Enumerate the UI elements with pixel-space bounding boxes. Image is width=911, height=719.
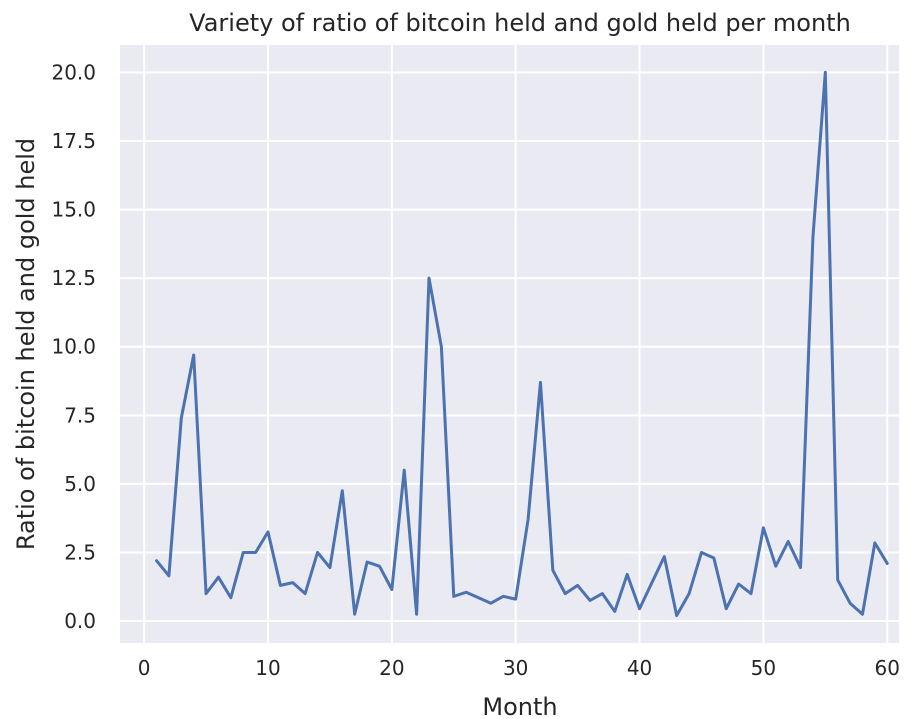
x-tick-label: 10 [255,656,280,680]
x-axis-label: Month [482,693,557,719]
y-tick-label: 0.0 [64,609,96,633]
y-tick-label: 5.0 [64,472,96,496]
x-tick-label: 50 [751,656,776,680]
y-tick-label: 2.5 [64,540,96,564]
x-tick-label: 40 [627,656,652,680]
y-tick-label: 20.0 [51,60,96,84]
y-tick-labels: 0.0 2.5 5.0 7.5 10.0 12.5 15.0 17.5 20.0 [51,60,96,633]
x-tick-label: 0 [138,656,151,680]
x-tick-label: 60 [875,656,900,680]
chart-title: Variety of ratio of bitcoin held and gol… [189,9,851,37]
x-tick-labels: 0 10 20 30 40 50 60 [138,656,900,680]
x-tick-label: 30 [503,656,528,680]
y-axis-label: Ratio of bitcoin held and gold held [12,138,40,550]
y-tick-label: 7.5 [64,403,96,427]
series-line [155,70,889,618]
x-tick-label: 20 [379,656,404,680]
series-group [155,70,889,618]
y-tick-label: 12.5 [51,266,96,290]
y-tick-label: 10.0 [51,335,96,359]
y-tick-label: 17.5 [51,129,96,153]
y-tick-label: 15.0 [51,198,96,222]
